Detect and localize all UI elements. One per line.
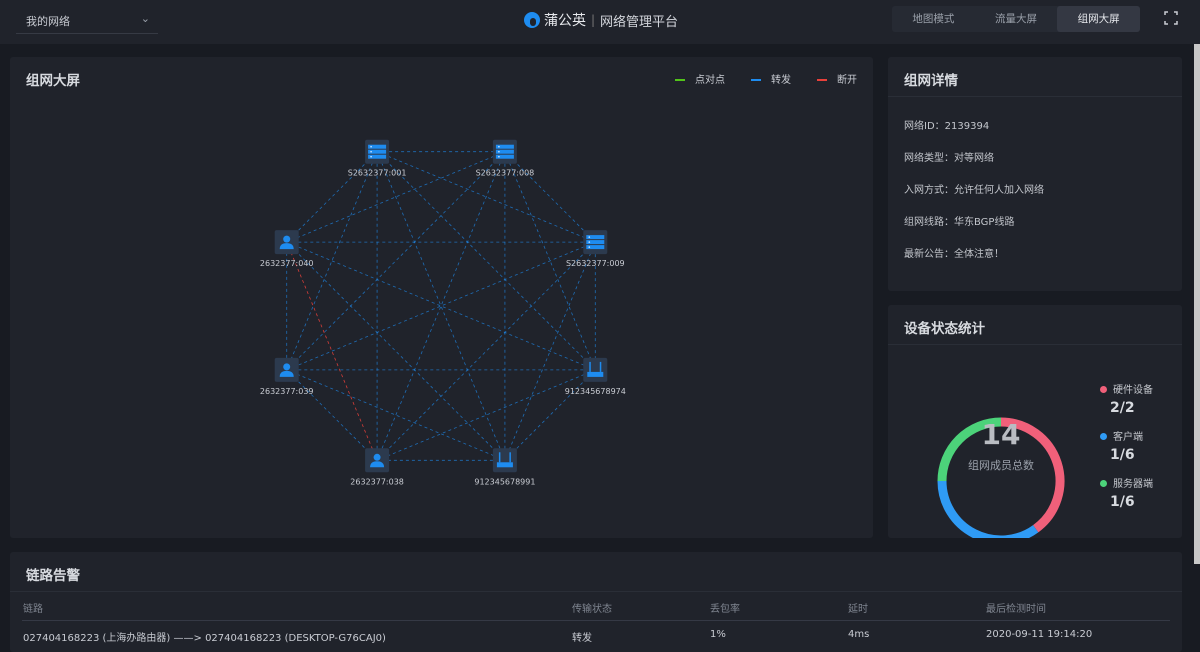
- detail-network-id: 网络ID：2139394: [904, 121, 990, 132]
- topology-legend: 点对点 转发 断开: [675, 71, 857, 86]
- top-bar: 我的网络 ⌄ 蒲公英 | 网络管理平台 地图模式 流量大屏 组网大屏: [0, 0, 1200, 44]
- cell-link: 027404168223 (上海办路由器) ——> 027404168223 (…: [23, 633, 386, 644]
- forward-link: [504, 151, 596, 243]
- forward-link: [376, 369, 596, 461]
- donut-center: 14 组网成员总数: [935, 418, 1067, 473]
- col-latency: 延时: [848, 604, 868, 615]
- cell-latency: 4ms: [848, 629, 870, 640]
- topology-node[interactable]: 2632377:038: [350, 448, 404, 486]
- network-select[interactable]: 我的网络 ⌄: [16, 6, 158, 34]
- legend-dot: [1100, 480, 1107, 487]
- forward-link: [504, 369, 596, 461]
- donut-segment: [937, 417, 1002, 482]
- network-select-value: 我的网络: [26, 15, 70, 28]
- node-label: 912345678991: [474, 477, 535, 486]
- node-label: 2632377:040: [260, 259, 314, 268]
- server-icon: [368, 144, 387, 159]
- panel-title: 链路告警: [26, 568, 80, 584]
- col-last-check: 最后检测时间: [986, 604, 1046, 615]
- server-icon: [586, 235, 605, 250]
- mode-switch: 地图模式 流量大屏 组网大屏: [892, 6, 1141, 32]
- legend-dot: [1100, 433, 1107, 440]
- legend-swatch: [675, 79, 685, 81]
- topology-node[interactable]: 2632377:039: [260, 357, 314, 396]
- topology-panel: 组网大屏 点对点 转发 断开 S2632377:001 S2632377:008 S…: [10, 57, 873, 538]
- fullscreen-icon[interactable]: [1164, 11, 1178, 25]
- detail-join-mode: 入网方式：允许任何人加入网络: [904, 185, 1044, 196]
- client-icon: [279, 363, 294, 377]
- legend-swatch: [751, 79, 761, 81]
- forward-link: [376, 151, 506, 461]
- stat-client: 客户端 1/6: [1100, 428, 1143, 463]
- cell-loss: 1%: [710, 629, 726, 640]
- logo-icon: [524, 12, 540, 28]
- topology-node[interactable]: S2632377:009: [566, 230, 625, 268]
- col-link: 链路: [23, 604, 43, 615]
- donut-segment: [1000, 417, 1065, 533]
- brand-name: 蒲公英: [544, 13, 586, 29]
- forward-link: [286, 369, 506, 461]
- divider: [22, 620, 1170, 621]
- detail-notice: 最新公告：全体注意！: [904, 249, 1004, 260]
- cell-status: 转发: [572, 633, 592, 644]
- forward-link: [286, 241, 596, 371]
- panel-title: 组网详情: [904, 73, 958, 89]
- member-total-label: 组网成员总数: [968, 459, 1034, 472]
- legend-dot: [1100, 386, 1107, 393]
- forward-link: [376, 241, 596, 461]
- forward-link: [286, 369, 378, 461]
- tab-network-screen[interactable]: 组网大屏: [1057, 6, 1141, 32]
- panel-title: 设备状态统计: [904, 321, 985, 337]
- panel-title: 组网大屏: [26, 73, 80, 89]
- scrollbar[interactable]: [1194, 44, 1200, 564]
- forward-link: [286, 151, 506, 371]
- donut-segment: [937, 480, 1039, 538]
- node-label: S2632377:008: [476, 169, 535, 178]
- topology-node[interactable]: 912345678974: [565, 357, 626, 396]
- client-icon: [370, 453, 385, 468]
- col-loss: 丢包率: [710, 604, 740, 615]
- node-label: 2632377:038: [350, 477, 404, 486]
- network-details-panel: 组网详情 网络ID：2139394 网络类型：对等网络 入网方式：允许任何人加入…: [888, 57, 1182, 291]
- server-icon: [495, 144, 514, 159]
- legend-forward: 转发: [751, 71, 791, 86]
- brand: 蒲公英 | 网络管理平台: [524, 10, 678, 30]
- router-icon: [587, 361, 604, 377]
- stat-hardware: 硬件设备 2/2: [1100, 381, 1153, 416]
- node-label: 912345678974: [565, 387, 626, 396]
- topology-node[interactable]: S2632377:001: [348, 139, 407, 178]
- forward-link: [286, 151, 378, 243]
- legend-swatch: [817, 79, 827, 81]
- node-label: 2632377:039: [260, 387, 314, 396]
- client-icon: [279, 235, 294, 250]
- forward-link: [286, 241, 596, 371]
- link-alarm-panel: 链路告警 链路 传输状态 丢包率 延时 最后检测时间 027404168223 …: [10, 552, 1182, 652]
- topology-graph: S2632377:001 S2632377:008 S2632377:009 9123…: [260, 139, 626, 486]
- forward-link: [286, 241, 506, 461]
- device-stats-panel: 设备状态统计 14 组网成员总数 硬件设备 2/2 客户端 1/6 服务器端 1/6: [888, 305, 1182, 538]
- router-icon: [496, 452, 513, 468]
- node-label: S2632377:009: [566, 259, 625, 268]
- divider: |: [591, 13, 596, 27]
- member-total: 14: [981, 418, 1021, 451]
- tab-traffic-screen[interactable]: 流量大屏: [995, 13, 1037, 25]
- legend-p2p: 点对点: [675, 71, 725, 86]
- legend-broken: 断开: [817, 71, 857, 86]
- member-donut-chart: [937, 417, 1065, 538]
- broken-link: [286, 241, 378, 461]
- chevron-down-icon: ⌄: [140, 12, 150, 25]
- tab-map-mode[interactable]: 地图模式: [912, 13, 955, 25]
- cell-last-check: 2020-09-11 19:14:20: [986, 629, 1093, 640]
- stat-server: 服务器端 1/6: [1100, 475, 1153, 510]
- detail-network-type: 网络类型：对等网络: [904, 153, 994, 164]
- brand-subtitle: 网络管理平台: [600, 14, 679, 30]
- col-status: 传输状态: [572, 604, 612, 615]
- forward-link: [376, 151, 506, 461]
- topology-node[interactable]: 912345678991: [474, 448, 535, 486]
- topology-node[interactable]: 2632377:040: [260, 230, 314, 268]
- detail-route: 组网线路：华东BGP线路: [904, 217, 1015, 228]
- node-label: S2632377:001: [348, 169, 407, 178]
- forward-link: [376, 151, 596, 371]
- topology-node[interactable]: S2632377:008: [476, 139, 535, 178]
